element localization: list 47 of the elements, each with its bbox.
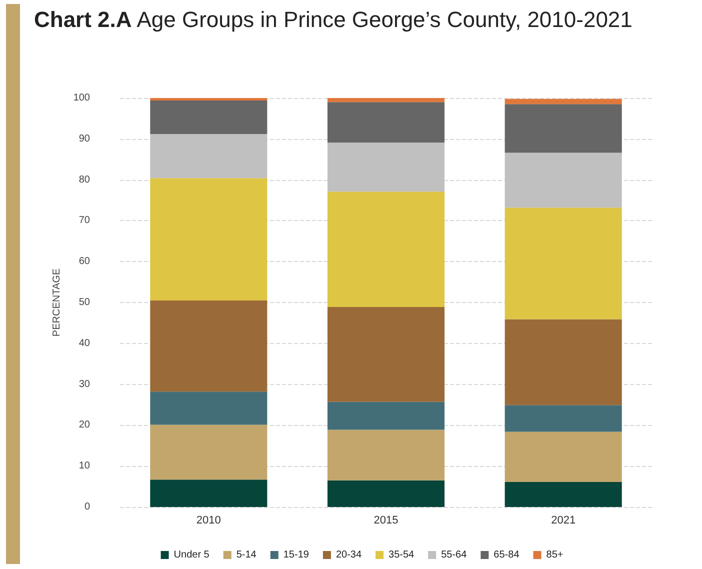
bar xyxy=(504,208,622,320)
bar xyxy=(150,424,268,480)
y-tick-label: 30 xyxy=(78,378,90,390)
bar xyxy=(150,480,268,507)
legend-label: 20-34 xyxy=(336,550,362,560)
x-tick-label: 2021 xyxy=(551,514,576,526)
bar xyxy=(504,152,622,208)
bar xyxy=(150,392,268,425)
y-tick-label: 60 xyxy=(78,256,90,268)
bar xyxy=(504,405,622,432)
x-tick-label: 2015 xyxy=(374,514,398,526)
bar xyxy=(504,98,622,104)
legend-label: Under 5 xyxy=(174,550,210,560)
legend-label: 15-19 xyxy=(283,550,310,560)
bar xyxy=(327,480,445,507)
bar xyxy=(327,102,445,143)
legend-label: 5-14 xyxy=(236,550,257,560)
y-tick-label: 70 xyxy=(78,215,90,226)
bar xyxy=(150,134,268,178)
y-tick-label: 100 xyxy=(73,92,90,104)
y-axis-title: PERCENTAGE xyxy=(52,268,62,337)
bar xyxy=(504,319,622,406)
bar xyxy=(327,192,445,307)
bar xyxy=(327,430,445,480)
bar xyxy=(504,482,622,507)
y-tick-label: 0 xyxy=(84,502,90,512)
y-tick-label: 80 xyxy=(78,174,90,186)
bar xyxy=(327,142,445,192)
y-tick-label: 20 xyxy=(78,420,90,431)
bar xyxy=(150,178,268,300)
chart-title: Chart 2.A Age Groups in Prince George’s County, 2010-2021 xyxy=(34,6,634,33)
y-tick-label: 50 xyxy=(78,297,90,308)
legend-label: 65-84 xyxy=(494,550,520,560)
x-tick-label: 2010 xyxy=(196,514,221,526)
y-tick-label: 10 xyxy=(78,460,90,472)
legend-label: 55-64 xyxy=(441,550,468,560)
y-tick-label: 90 xyxy=(78,133,90,144)
y-tick-label: 40 xyxy=(78,338,90,349)
legend-label: 85+ xyxy=(546,550,564,560)
bar xyxy=(150,300,268,392)
bar xyxy=(327,402,445,430)
bar xyxy=(327,307,445,402)
bar xyxy=(150,100,268,134)
bar xyxy=(504,104,622,153)
bar xyxy=(327,98,445,102)
bar xyxy=(504,432,622,482)
legend-label: 35-54 xyxy=(388,550,415,560)
